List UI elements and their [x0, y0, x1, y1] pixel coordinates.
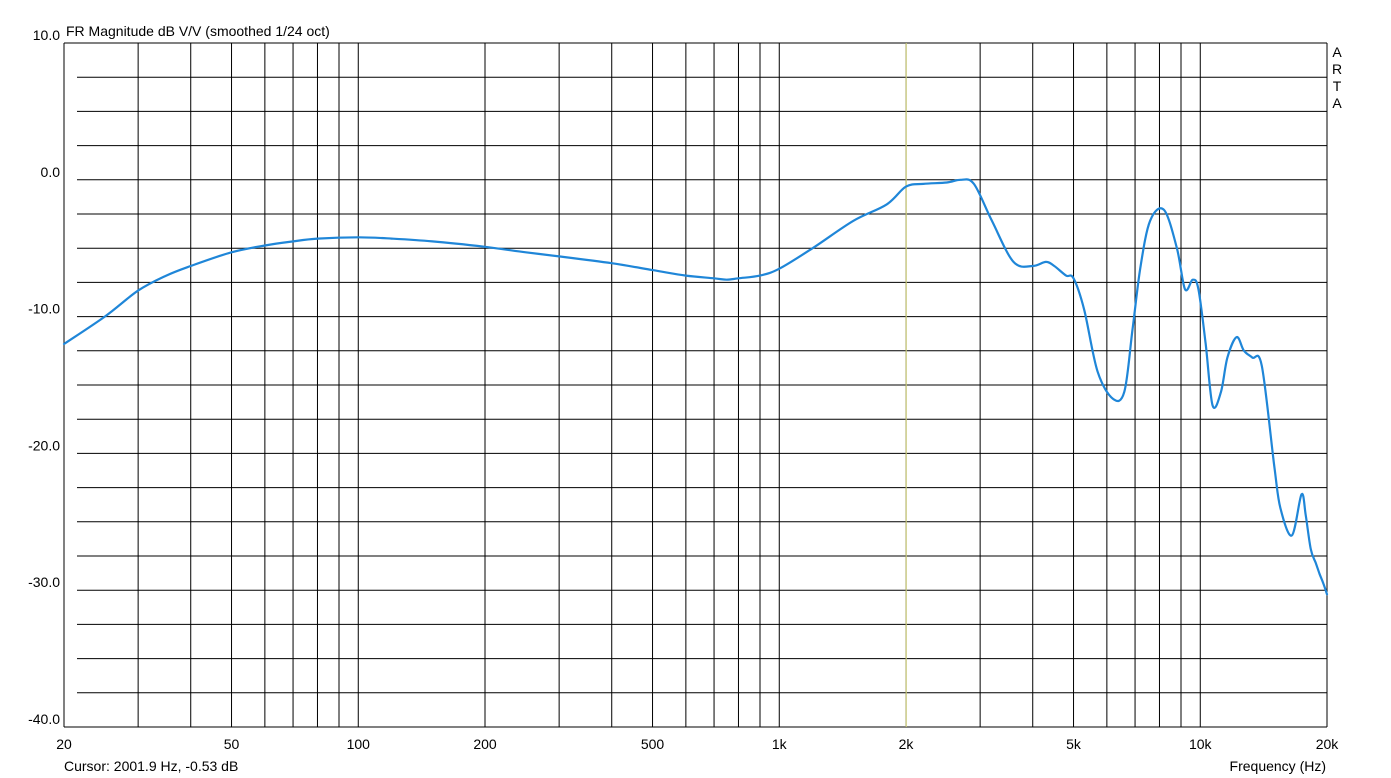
x-axis-labels: 20 50 100 200 500 1k 2k 5k 10k 20k	[56, 736, 1339, 752]
x-tick-label: 100	[347, 736, 371, 752]
x-tick-label: 500	[641, 736, 665, 752]
x-tick-label: 20	[56, 736, 72, 752]
x-tick-label: 2k	[899, 736, 915, 752]
watermark-letter: A	[1332, 44, 1342, 60]
y-tick-label: -10.0	[28, 301, 60, 317]
watermark-letter: T	[1333, 78, 1342, 94]
x-tick-label: 5k	[1066, 736, 1082, 752]
x-tick-label: 20k	[1316, 736, 1340, 752]
horizontal-grid	[64, 42, 1327, 728]
chart-title: FR Magnitude dB V/V (smoothed 1/24 oct)	[66, 23, 330, 39]
y-tick-label: 0.0	[41, 164, 61, 180]
x-tick-label: 50	[224, 736, 240, 752]
response-curve	[62, 178, 1329, 596]
x-tick-label: 1k	[772, 736, 788, 752]
watermark-letter: R	[1332, 61, 1342, 77]
y-tick-label: -40.0	[28, 711, 60, 727]
y-axis-labels: 10.0 0.0 -10.0 -20.0 -30.0 -40.0	[28, 27, 60, 727]
y-tick-label: -20.0	[28, 437, 60, 453]
watermark-letter: A	[1332, 95, 1342, 111]
x-axis-title: Frequency (Hz)	[1230, 758, 1326, 774]
x-tick-label: 200	[473, 736, 497, 752]
x-tick-label: 10k	[1189, 736, 1213, 752]
y-tick-label: 10.0	[33, 27, 60, 43]
y-tick-label: -30.0	[28, 574, 60, 590]
cursor-readout: Cursor: 2001.9 Hz, -0.53 dB	[64, 758, 238, 774]
